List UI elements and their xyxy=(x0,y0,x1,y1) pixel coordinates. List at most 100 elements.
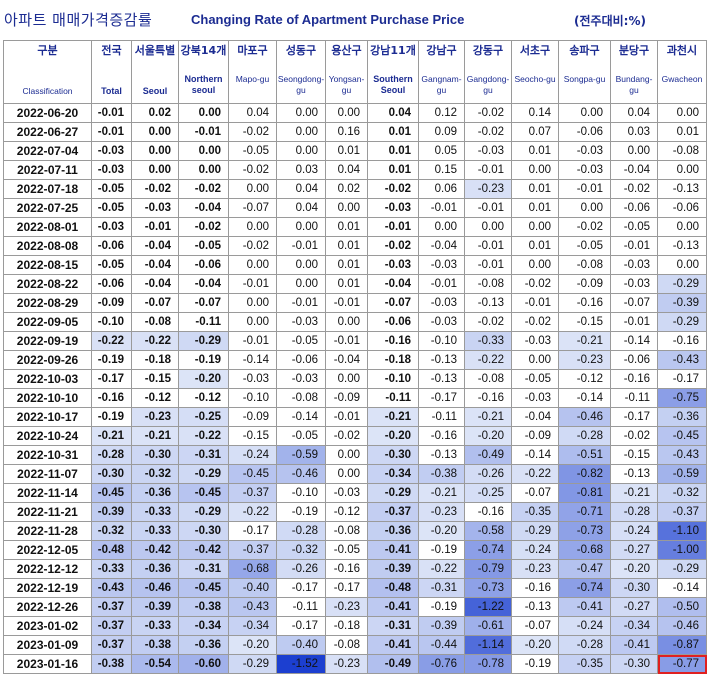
value-cell: 0.00 xyxy=(657,103,707,123)
table-row: 2023-01-16 -0.38 -0.54 -0.60 -0.29 -1.52 -0.23… xyxy=(3,654,707,674)
value-cell: -0.73 xyxy=(558,521,611,541)
value-cell: -0.02 xyxy=(228,160,277,180)
value-cell: 0.07 xyxy=(511,122,559,142)
value-cell: -0.48 xyxy=(367,578,419,598)
value-cell: -0.18 xyxy=(131,350,179,370)
value-cell: 0.00 xyxy=(325,198,368,218)
value-cell: -0.73 xyxy=(464,578,512,598)
column-header: 구분 Classification xyxy=(3,40,92,104)
value-cell: -0.23 xyxy=(418,502,465,522)
value-cell: 0.00 xyxy=(464,217,512,237)
value-cell: -0.14 xyxy=(558,388,611,408)
table-row: 2022-10-17 -0.19 -0.23 -0.25 -0.09 -0.14 -0.01… xyxy=(3,407,707,427)
value-cell: -0.09 xyxy=(511,426,559,446)
value-cell: 0.01 xyxy=(511,236,559,256)
date-cell: 2022-10-24 xyxy=(3,426,92,446)
column-header-korean: 분당구 xyxy=(618,44,650,57)
value-cell: -0.68 xyxy=(228,559,277,579)
value-cell: -0.33 xyxy=(91,559,132,579)
value-cell: -0.35 xyxy=(511,502,559,522)
value-cell: -0.01 xyxy=(558,179,611,199)
value-cell: 0.00 xyxy=(325,464,368,484)
value-cell: -0.31 xyxy=(367,616,419,636)
value-cell: -0.04 xyxy=(178,274,229,294)
value-cell: -0.41 xyxy=(558,597,611,617)
value-cell: -0.01 xyxy=(276,293,326,313)
value-cell: -0.02 xyxy=(610,426,658,446)
value-cell: -0.32 xyxy=(91,521,132,541)
value-cell: 0.00 xyxy=(276,255,326,275)
value-cell: 0.00 xyxy=(325,369,368,389)
value-cell: -0.33 xyxy=(131,521,179,541)
column-header: 성동구 Seongdong-gu xyxy=(276,40,326,104)
value-cell: -0.26 xyxy=(276,559,326,579)
value-cell: -0.45 xyxy=(178,483,229,503)
value-cell: -0.22 xyxy=(91,331,132,351)
value-cell: -0.30 xyxy=(178,521,229,541)
value-cell: -0.05 xyxy=(91,198,132,218)
value-cell: -0.23 xyxy=(464,179,512,199)
value-cell: -0.02 xyxy=(178,179,229,199)
value-cell: -0.07 xyxy=(178,293,229,313)
value-cell: 0.00 xyxy=(228,255,277,275)
value-cell: 0.01 xyxy=(511,198,559,218)
table-row: 2022-08-15 -0.05 -0.04 -0.06 0.00 0.00 0.01 -0.… xyxy=(3,255,707,275)
value-cell: -0.03 xyxy=(418,312,465,332)
value-cell: -0.14 xyxy=(511,445,559,465)
table-row: 2022-10-03 -0.17 -0.15 -0.20 -0.03 -0.03 0.00-… xyxy=(3,369,707,389)
value-cell: 0.04 xyxy=(367,103,419,123)
value-cell: -0.15 xyxy=(131,369,179,389)
date-cell: 2022-08-01 xyxy=(3,217,92,237)
date-cell: 2022-09-05 xyxy=(3,312,92,332)
value-cell: -0.06 xyxy=(367,312,419,332)
date-cell: 2022-10-17 xyxy=(3,407,92,427)
column-header-korean: 강북14개 xyxy=(180,44,227,57)
date-cell: 2022-09-19 xyxy=(3,331,92,351)
column-header-korean: 용산구 xyxy=(331,44,362,57)
value-cell: 0.00 xyxy=(657,160,707,180)
column-header-korean: 강동구 xyxy=(472,44,504,57)
column-header-english: Mapo-gu xyxy=(235,74,270,84)
value-cell: -0.06 xyxy=(178,255,229,275)
value-cell: -0.39 xyxy=(131,597,179,617)
value-cell: -0.82 xyxy=(558,464,611,484)
date-cell: 2022-12-05 xyxy=(3,540,92,560)
value-cell: 0.04 xyxy=(276,198,326,218)
value-cell: -0.18 xyxy=(367,350,419,370)
value-cell: -0.23 xyxy=(325,654,368,674)
value-cell: -0.24 xyxy=(511,540,559,560)
value-cell: -0.13 xyxy=(464,293,512,313)
value-cell: -0.41 xyxy=(367,540,419,560)
value-cell: -0.03 xyxy=(325,483,368,503)
table-row: 2022-12-05 -0.48 -0.42 -0.42 -0.37 -0.32 -0.05… xyxy=(3,540,707,560)
value-cell: -0.38 xyxy=(131,635,179,655)
value-cell: -0.01 xyxy=(610,236,658,256)
value-cell: 0.15 xyxy=(418,160,465,180)
value-cell: 0.01 xyxy=(657,122,707,142)
value-cell: -0.15 xyxy=(228,426,277,446)
value-cell: 0.02 xyxy=(131,103,179,123)
date-cell: 2022-07-04 xyxy=(3,141,92,161)
value-cell: -0.45 xyxy=(657,426,707,446)
value-cell: -0.17 xyxy=(657,369,707,389)
value-cell: -0.13 xyxy=(511,597,559,617)
date-cell: 2022-09-26 xyxy=(3,350,92,370)
column-header-english: Southern Seoul xyxy=(373,74,413,95)
value-cell: -0.12 xyxy=(131,388,179,408)
value-cell: -0.46 xyxy=(276,464,326,484)
value-cell: -0.05 xyxy=(276,331,326,351)
value-cell: -0.21 xyxy=(91,426,132,446)
value-cell: -0.21 xyxy=(367,407,419,427)
value-cell: -0.10 xyxy=(276,483,326,503)
column-header-english: Songpa-gu xyxy=(563,74,606,84)
value-cell: -0.06 xyxy=(91,236,132,256)
value-cell: -0.11 xyxy=(178,312,229,332)
value-cell: -0.05 xyxy=(91,179,132,199)
value-cell: -0.29 xyxy=(228,654,277,674)
column-header-english: Seongdong-gu xyxy=(277,74,325,95)
value-cell: -0.17 xyxy=(228,521,277,541)
value-cell: 0.14 xyxy=(511,103,559,123)
value-cell: -0.01 xyxy=(91,103,132,123)
value-cell: -0.58 xyxy=(464,521,512,541)
value-cell: 0.04 xyxy=(228,103,277,123)
